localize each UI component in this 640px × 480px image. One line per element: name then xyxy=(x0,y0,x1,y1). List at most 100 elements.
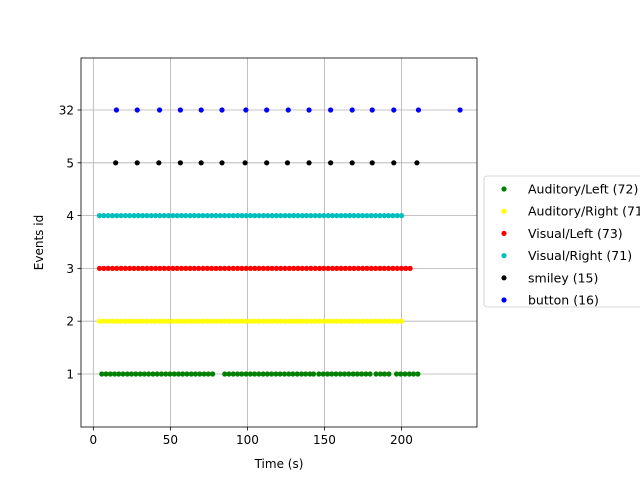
data-point xyxy=(205,371,211,377)
data-point xyxy=(334,318,340,324)
data-point xyxy=(278,265,284,271)
data-point xyxy=(96,213,103,219)
data-point xyxy=(170,318,176,324)
data-point xyxy=(234,318,241,324)
data-point xyxy=(165,265,172,271)
data-point xyxy=(391,160,397,166)
data-point xyxy=(285,107,291,113)
data-point xyxy=(209,265,215,271)
data-point xyxy=(243,371,249,377)
data-point xyxy=(209,318,215,324)
data-point xyxy=(226,318,232,324)
data-point xyxy=(170,265,176,271)
data-point xyxy=(385,265,392,271)
data-point xyxy=(252,213,258,219)
data-point xyxy=(329,371,335,377)
legend-frame xyxy=(483,175,640,308)
data-point xyxy=(260,318,267,324)
data-point xyxy=(369,160,375,166)
data-point xyxy=(137,371,143,377)
data-point xyxy=(269,213,275,219)
data-point xyxy=(312,318,318,324)
data-point xyxy=(183,213,189,219)
data-point xyxy=(140,318,146,324)
data-point xyxy=(197,371,203,377)
data-point xyxy=(256,213,262,219)
data-point xyxy=(347,318,353,324)
data-point xyxy=(328,107,334,113)
data-point xyxy=(282,318,288,324)
data-point xyxy=(209,213,215,219)
data-point xyxy=(294,371,300,377)
y-tick-label: 5 xyxy=(66,156,74,170)
data-point xyxy=(457,107,463,113)
data-point xyxy=(329,213,336,219)
data-point xyxy=(394,318,400,324)
data-point xyxy=(154,371,160,377)
data-point xyxy=(191,318,198,324)
data-point xyxy=(157,318,163,324)
data-point xyxy=(204,265,210,271)
data-point xyxy=(394,213,400,219)
data-point xyxy=(177,107,183,113)
legend-label: button (16) xyxy=(528,293,599,308)
data-point xyxy=(299,318,305,324)
data-point xyxy=(306,160,312,166)
data-point xyxy=(239,265,245,271)
data-point xyxy=(308,265,314,271)
data-point xyxy=(158,371,165,377)
data-point xyxy=(114,213,120,219)
x-tick-label: 100 xyxy=(236,433,259,447)
x-tick-label: 50 xyxy=(163,433,178,447)
data-point xyxy=(243,265,249,271)
data-point xyxy=(364,213,370,219)
data-point xyxy=(390,318,396,324)
series-4-points xyxy=(113,160,420,166)
data-point xyxy=(316,318,323,324)
data-point xyxy=(265,265,271,271)
data-point xyxy=(107,371,113,377)
data-point xyxy=(316,371,322,377)
data-point xyxy=(398,371,404,377)
data-point xyxy=(140,213,146,219)
data-point xyxy=(101,213,107,219)
data-point xyxy=(252,265,258,271)
x-tick-label: 150 xyxy=(313,433,336,447)
data-point xyxy=(118,265,124,271)
data-point xyxy=(342,318,349,324)
data-point xyxy=(103,371,109,377)
data-point xyxy=(324,371,331,377)
data-point xyxy=(198,160,204,166)
data-point xyxy=(256,265,262,271)
data-point xyxy=(161,265,167,271)
data-point xyxy=(175,371,182,377)
x-axis-ticks: 0 50 100 150 200 xyxy=(90,427,413,447)
data-point xyxy=(99,371,105,377)
data-point xyxy=(377,265,383,271)
data-point xyxy=(144,318,150,324)
data-point xyxy=(282,265,288,271)
data-point xyxy=(358,371,365,377)
data-point xyxy=(291,213,297,219)
data-point xyxy=(200,265,206,271)
data-point xyxy=(234,371,241,377)
data-point xyxy=(377,371,383,377)
data-point xyxy=(105,265,111,271)
data-point xyxy=(171,371,177,377)
data-point xyxy=(251,371,258,377)
data-point xyxy=(402,371,408,377)
data-point xyxy=(312,265,318,271)
y-tick-label: 1 xyxy=(66,368,74,382)
data-point xyxy=(369,107,375,113)
data-point xyxy=(308,213,314,219)
data-point xyxy=(264,160,270,166)
data-point xyxy=(148,265,154,271)
data-point xyxy=(273,371,279,377)
data-point xyxy=(299,213,305,219)
data-point xyxy=(398,213,405,219)
data-point xyxy=(303,265,310,271)
data-point xyxy=(281,371,287,377)
data-point xyxy=(183,318,189,324)
data-point xyxy=(128,371,135,377)
data-point xyxy=(180,371,186,377)
